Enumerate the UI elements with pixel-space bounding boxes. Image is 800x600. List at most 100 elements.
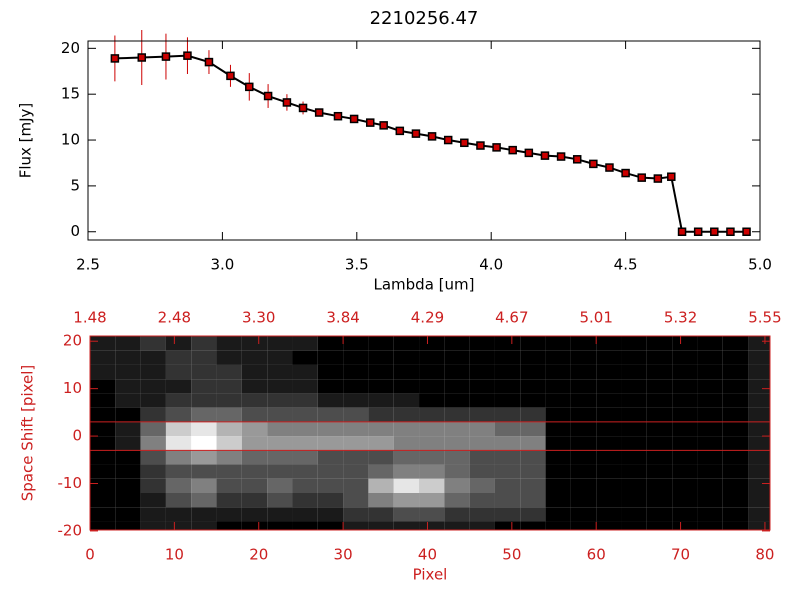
heat-cell [115, 364, 141, 380]
x2-tick-label: 3.30 [242, 309, 275, 327]
heat-cell [90, 521, 116, 530]
marker [333, 111, 343, 121]
heat-cell [393, 364, 420, 380]
heat-cell [393, 379, 420, 394]
heat-cell [520, 407, 546, 422]
x2-tick-label: 5.55 [748, 309, 781, 327]
marker [349, 114, 359, 124]
heat-cell [267, 350, 293, 365]
heat-cell [343, 393, 369, 408]
heat-cell [191, 478, 217, 494]
heat-cell [115, 421, 141, 437]
heat-cell [267, 478, 293, 494]
heat-cell [722, 379, 749, 394]
heat-cell [419, 393, 445, 408]
heat-cell [393, 493, 420, 508]
marker [226, 71, 235, 81]
y-tick-label: -10 [58, 474, 83, 492]
heat-cell [343, 507, 369, 522]
x-tick-label: 40 [418, 546, 437, 564]
heat-cell [115, 393, 141, 408]
heat-cell [317, 364, 344, 380]
marker [314, 108, 324, 117]
heat-cell [115, 507, 141, 522]
heat-cell [621, 350, 647, 365]
heat-cell [646, 379, 673, 394]
heat-cell [672, 393, 698, 408]
heat-cell [646, 450, 673, 465]
heat-cell [191, 407, 217, 422]
heat-cell [672, 421, 698, 437]
heat-cell [115, 379, 141, 394]
heat-cell [317, 393, 344, 408]
heat-cell [419, 464, 445, 479]
heat-cell [570, 421, 597, 437]
heat-cell [90, 421, 116, 437]
heat-cell [241, 379, 268, 394]
marker [653, 174, 663, 183]
heat-cell [722, 393, 749, 408]
heat-cell [191, 350, 217, 365]
heat-cell [520, 507, 546, 522]
heat-cell [570, 336, 597, 351]
heat-cell [469, 507, 495, 522]
heat-cell [241, 450, 268, 465]
heat-cell [90, 507, 116, 522]
heat-cell [90, 464, 116, 479]
heat-cell [292, 436, 318, 451]
heat-cell [621, 364, 647, 380]
heat-cell [216, 493, 242, 508]
heat-cell [596, 336, 622, 351]
heat-cell [621, 464, 647, 479]
marker [137, 53, 147, 62]
heat-cell [621, 507, 647, 522]
heat-cell [697, 350, 723, 365]
heat-cell [469, 393, 495, 408]
marker [667, 172, 676, 181]
heat-cell [241, 436, 268, 451]
heat-cell [216, 364, 242, 380]
x2-tick-label: 5.32 [664, 309, 697, 327]
heat-cell [672, 350, 698, 365]
heat-cell [570, 464, 597, 479]
heat-cell [216, 393, 242, 408]
heat-cell [317, 493, 344, 508]
marker [556, 152, 566, 161]
heat-cell [444, 379, 470, 394]
heat-cell [191, 336, 217, 351]
heat-cell [520, 421, 546, 437]
marker [476, 141, 485, 150]
heat-cell [722, 364, 749, 380]
heat-cell [444, 407, 470, 422]
heat-cell [646, 336, 673, 351]
heat-cell [545, 493, 571, 508]
flux-line [114, 54, 747, 233]
heat-cell [140, 350, 166, 365]
heat-cell [748, 436, 770, 451]
heat-cell [697, 421, 723, 437]
heat-cell [241, 350, 268, 365]
heat-cell [672, 336, 698, 351]
heat-cell [596, 507, 622, 522]
heat-cell [165, 379, 192, 394]
heat-cell [444, 464, 470, 479]
heat-cell [368, 450, 394, 465]
heat-cell [570, 493, 597, 508]
heat-cell [216, 379, 242, 394]
heat-cell [165, 336, 192, 351]
heat-cell [241, 407, 268, 422]
heat-cell [672, 450, 698, 465]
heat-cell [368, 421, 394, 437]
heat-cell [343, 421, 369, 437]
heat-cell [697, 478, 723, 494]
heat-cell [748, 350, 770, 365]
heat-cell [343, 478, 369, 494]
heat-cell [596, 421, 622, 437]
heat-cell [267, 450, 293, 465]
heat-cell [393, 464, 420, 479]
heat-cell [520, 379, 546, 394]
heat-cell [722, 336, 749, 351]
heat-cell [90, 364, 116, 380]
heat-cell [444, 364, 470, 380]
heat-cell [292, 507, 318, 522]
